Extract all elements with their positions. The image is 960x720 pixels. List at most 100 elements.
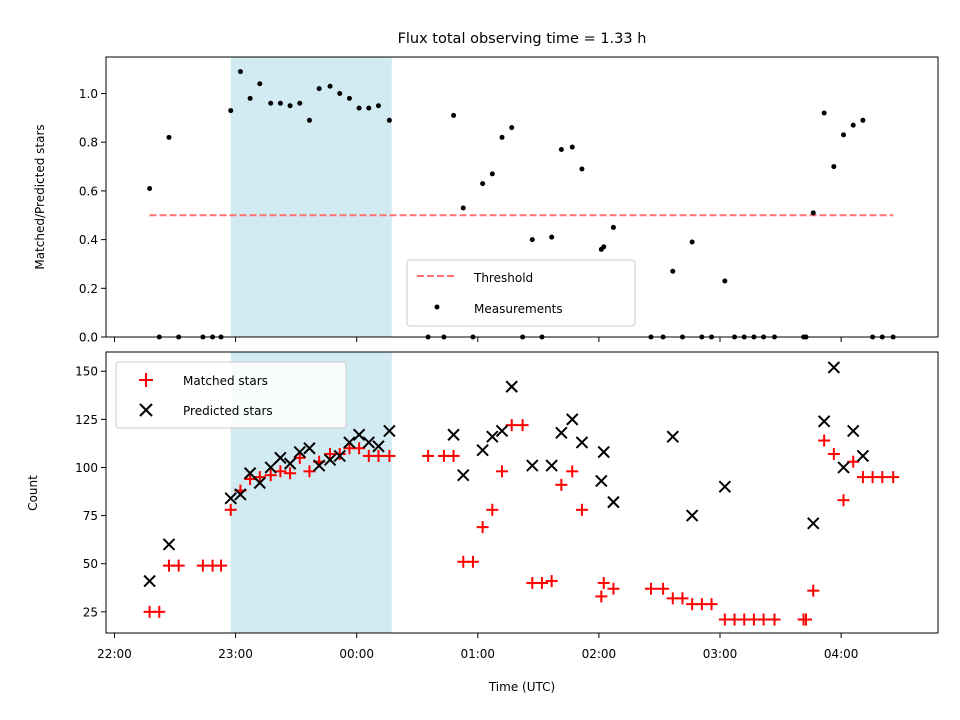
matched-star-point	[847, 455, 860, 468]
measurement-point	[831, 164, 837, 170]
measurement-point	[610, 224, 616, 230]
measurement-point	[558, 147, 564, 153]
y-axis-label-top: Matched/Predicted stars	[33, 124, 47, 269]
predicted-star-point	[685, 509, 699, 522]
matched-star-point	[215, 559, 228, 572]
x-tick-label: 04:00	[824, 647, 859, 661]
predicted-star-point	[352, 428, 366, 441]
x-tick-label: 22:00	[97, 647, 132, 661]
matched-star-point	[545, 575, 558, 588]
matched-star-point	[153, 605, 166, 618]
matched-star-point	[768, 613, 781, 626]
legend-top: Threshold Measurements	[406, 259, 636, 327]
x-tick-label: 00:00	[339, 647, 374, 661]
predicted-star-point	[293, 445, 306, 459]
measurement-point	[451, 112, 457, 118]
measurement-point	[489, 171, 495, 177]
measurement-point	[509, 125, 515, 131]
measurement-point	[257, 81, 263, 87]
x-tick-label: 01:00	[460, 647, 495, 661]
predicted-star-point	[343, 436, 356, 449]
matched-star-point	[566, 465, 579, 478]
matched-star-point	[333, 448, 346, 461]
measurement-point	[821, 110, 827, 116]
predicted-star-point	[817, 415, 831, 428]
measurement-point	[327, 83, 333, 89]
predicted-star-point	[323, 453, 337, 466]
y-tick-label: 0.8	[79, 136, 98, 150]
legend-threshold-label: Threshold	[473, 271, 533, 285]
legend-measurements-swatch	[434, 304, 440, 310]
measurement-point	[228, 108, 234, 114]
matched-star-point	[253, 471, 266, 484]
predicted-stars-series	[143, 361, 870, 588]
matched-star-point	[705, 598, 718, 611]
measurement-point	[237, 69, 243, 75]
predicted-star-point	[495, 424, 509, 438]
matched-star-point	[644, 582, 657, 595]
measurement-point	[247, 95, 253, 101]
matched-star-point	[274, 465, 287, 478]
y-ticks-top: 0.0 0.2 0.4 0.6 0.8 1.0	[79, 87, 106, 345]
measurement-point	[366, 105, 372, 111]
predicted-star-point	[274, 451, 287, 465]
axes-frame-rect	[105, 56, 939, 338]
predicted-star-point	[333, 449, 346, 463]
matched-star-point	[476, 521, 489, 534]
matched-star-point	[505, 419, 518, 432]
axes-frame-bottom	[105, 351, 939, 634]
x-axis-label: Time (UTC)	[488, 680, 555, 694]
matched-star-point	[837, 494, 850, 507]
legend-box-bottom	[115, 361, 347, 429]
predicted-star-point	[253, 476, 267, 490]
measurement-point	[810, 210, 816, 216]
y-tick-label: 0.0	[79, 331, 98, 345]
matched-star-point	[597, 576, 610, 589]
matched-star-point	[303, 465, 316, 478]
panel-counts: 25 50 75 100 125 150 22:00 23:00 00:00 01:00 02:0…	[26, 351, 939, 694]
measurement-point	[287, 103, 293, 109]
y-axis-label-bottom: Count	[26, 475, 40, 511]
predicted-star-point	[476, 443, 489, 457]
x-tick-label: 03:00	[703, 647, 738, 661]
measurement-point	[386, 117, 392, 123]
highlight-span-top	[230, 57, 392, 337]
predicted-star-point	[827, 361, 841, 374]
matched-star-point	[887, 471, 900, 484]
predicted-star-point	[372, 440, 385, 453]
predicted-star-point	[575, 436, 589, 449]
measurement-point	[722, 278, 728, 284]
chart-title: Flux total observing time = 1.33 h	[398, 31, 647, 47]
predicted-star-point	[143, 574, 156, 588]
predicted-star-point	[312, 459, 326, 472]
y-tick-label: 125	[75, 413, 98, 427]
matched-star-point	[757, 613, 770, 626]
legend-box-top	[406, 259, 636, 327]
predicted-star-point	[457, 468, 470, 482]
measurement-point	[529, 237, 535, 243]
measurement-point	[297, 100, 303, 106]
measurement-point	[166, 134, 172, 140]
matched-star-point	[807, 584, 820, 597]
matched-star-point	[383, 449, 396, 462]
matched-star-point	[496, 465, 509, 478]
predicted-star-point	[486, 430, 499, 443]
y-tick-label: 150	[75, 365, 98, 379]
measurement-point	[147, 185, 153, 191]
highlight-span-rect	[230, 57, 392, 337]
matched-star-point	[535, 576, 548, 589]
measurement-point	[579, 166, 585, 172]
axes-frame-rect	[105, 351, 939, 634]
predicted-star-point	[595, 474, 608, 488]
legend-predicted-swatch	[139, 403, 153, 417]
predicted-star-point	[545, 459, 558, 472]
matched-star-point	[818, 434, 831, 447]
predicted-star-point	[303, 442, 316, 455]
predicted-star-point	[505, 380, 518, 393]
legend-matched-label: Matched stars	[183, 374, 268, 388]
measurement-point	[375, 103, 381, 109]
x-tick-label: 02:00	[582, 647, 617, 661]
matched-stars-series	[143, 419, 900, 626]
measurement-point	[268, 100, 274, 106]
